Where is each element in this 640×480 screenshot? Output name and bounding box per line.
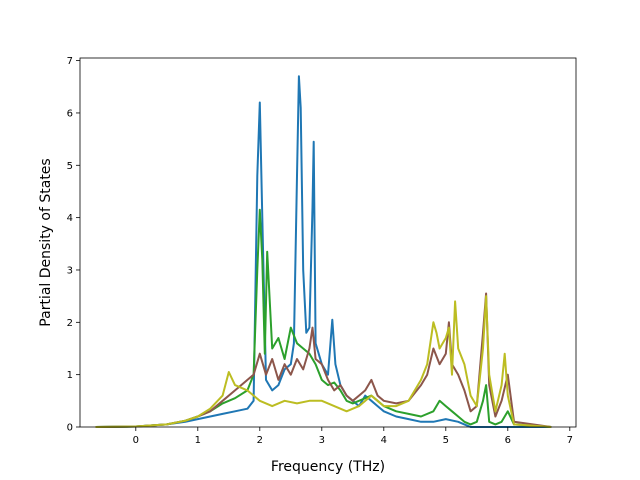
plot-area (79, 57, 577, 428)
y-tick-label: 6 (67, 108, 73, 119)
series-line-3 (95, 292, 552, 428)
x-axis-label: Frequency (THz) (271, 459, 385, 475)
y-axis-label: Partial Density of States (38, 158, 54, 326)
x-tick-label: 5 (443, 435, 449, 446)
plot-frame (79, 57, 577, 428)
x-tick-label: 3 (319, 435, 325, 446)
x-tick-label: 4 (381, 435, 387, 446)
x-axis-ticks: 0 1 2 3 4 5 6 7 (133, 427, 573, 446)
series-line-1 (95, 75, 552, 428)
y-axis-ticks: 0 1 2 3 4 5 6 7 (67, 56, 80, 434)
x-tick-label: 7 (567, 435, 573, 446)
y-tick-label: 2 (67, 318, 73, 329)
y-tick-label: 7 (67, 56, 73, 67)
y-tick-label: 4 (67, 213, 73, 224)
x-tick-label: 1 (195, 435, 201, 446)
y-tick-label: 5 (67, 161, 73, 172)
series-line-4 (95, 295, 552, 428)
series-line-2 (95, 208, 552, 428)
y-tick-label: 0 (67, 423, 73, 434)
x-tick-label: 6 (505, 435, 511, 446)
x-tick-label: 0 (133, 435, 139, 446)
y-tick-label: 1 (67, 370, 73, 381)
x-tick-label: 2 (257, 435, 263, 446)
y-tick-label: 3 (67, 265, 73, 276)
series-layer (95, 75, 552, 428)
